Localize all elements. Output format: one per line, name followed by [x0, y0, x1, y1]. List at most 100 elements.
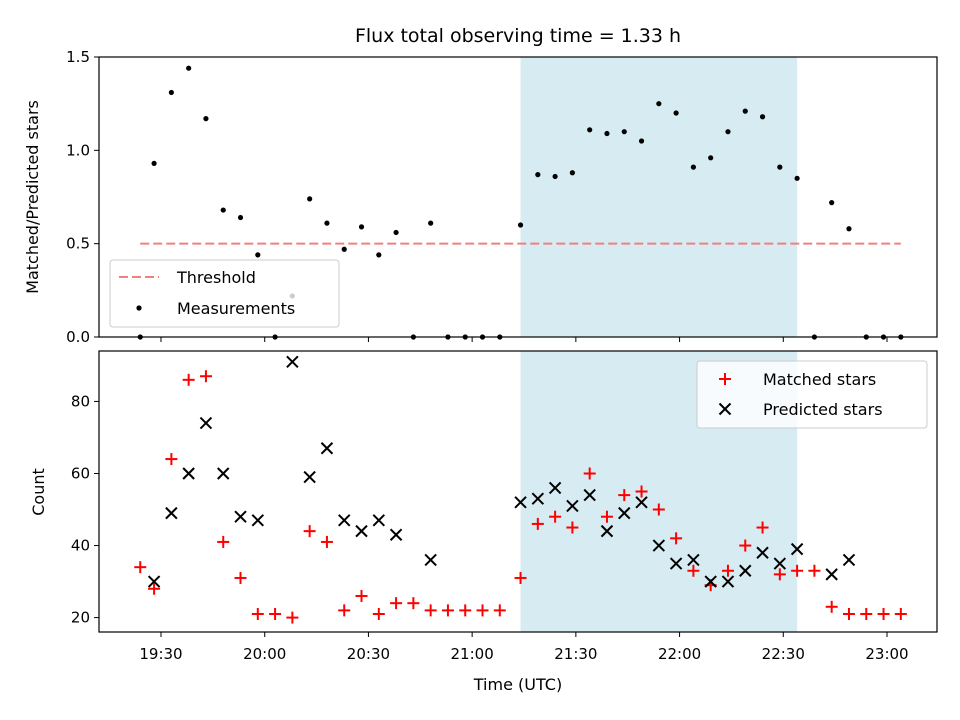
legend-threshold-label: Threshold	[176, 268, 256, 287]
measurement-point	[220, 207, 226, 213]
matched-star-point	[894, 607, 907, 620]
matched-star-point	[286, 611, 299, 624]
predicted-star-point	[251, 514, 265, 527]
measurement-point	[725, 129, 731, 135]
predicted-star-point	[669, 557, 683, 570]
matched-star-point	[618, 489, 631, 502]
predicted-star-point	[286, 355, 299, 369]
matched-star-point	[721, 564, 734, 577]
matched-star-point	[182, 373, 195, 386]
bottom-y-axis: 20 40 60 80	[71, 392, 99, 627]
matched-star-point	[459, 604, 472, 617]
legend-matched-swatch	[719, 373, 731, 385]
bottom-x-tick-label: 22:30	[762, 645, 805, 663]
legend-measurements-swatch	[136, 305, 142, 311]
bottom-y-tick-label: 80	[71, 392, 90, 410]
top-panel: 0.0 0.5 1.0 1.5 Matched/Predicted stars Thr…	[23, 48, 938, 346]
top-plot-frame	[98, 56, 938, 338]
measurement-point	[708, 155, 714, 161]
matched-star-point	[600, 510, 613, 523]
measurement-point	[759, 114, 766, 120]
bottom-legend: Matched stars Predicted stars	[696, 360, 928, 429]
bottom-x-tick-label: 20:30	[347, 645, 390, 663]
matched-star-point	[687, 564, 700, 577]
bottom-x-tick-label: 20:00	[243, 645, 286, 663]
measurement-point	[777, 164, 783, 170]
predicted-star-point	[548, 481, 562, 495]
predicted-star-point	[182, 467, 195, 480]
predicted-star-point	[389, 528, 403, 541]
measurement-point	[324, 220, 330, 226]
top-y-tick-label: 0.5	[66, 235, 90, 253]
measurement-point	[552, 173, 558, 180]
matched-star-point	[652, 503, 665, 516]
bottom-x-tick-label: 21:00	[451, 645, 494, 663]
predicted-star-point	[303, 470, 316, 484]
predicted-star-point	[756, 546, 769, 559]
top-legend: Threshold Measurements	[109, 259, 340, 328]
bottom-panel: 20 40 60 80 19:30 20:00 20:30 21:00 21:30 22:00 2…	[29, 350, 938, 694]
measurement-point	[341, 246, 347, 252]
matched-star-point	[441, 604, 454, 617]
top-observing-window	[520, 57, 798, 337]
matched-stars-series	[134, 370, 907, 624]
matched-star-point	[791, 564, 804, 577]
bottom-x-tick-label: 19:30	[139, 645, 182, 663]
measurement-point	[587, 127, 593, 133]
matched-star-point	[756, 521, 769, 534]
matched-star-point	[877, 607, 890, 620]
matched-star-point	[825, 600, 838, 613]
matched-star-point	[583, 467, 596, 480]
matched-star-point	[739, 539, 752, 552]
matched-star-point	[338, 604, 351, 617]
legend-predicted-label: Predicted stars	[763, 400, 883, 419]
measurement-point	[742, 108, 748, 114]
matched-star-point	[217, 535, 230, 548]
measurement-point	[829, 200, 835, 206]
legend-predicted-swatch	[718, 402, 732, 416]
bottom-y-axis-label: Count	[29, 468, 48, 516]
matched-star-point	[234, 571, 247, 584]
measurement-point	[186, 65, 192, 71]
measurement-point	[517, 222, 524, 228]
matched-star-point	[549, 510, 562, 523]
top-y-tick-label: 0.0	[66, 328, 90, 346]
bottom-y-tick-label: 40	[71, 537, 90, 555]
measurement-point	[151, 160, 157, 166]
measurement-point	[846, 226, 852, 232]
matched-star-point	[165, 453, 178, 466]
matched-star-point	[566, 521, 579, 534]
matched-star-point	[372, 607, 385, 620]
predicted-star-point	[790, 542, 804, 556]
matched-star-point	[320, 535, 333, 548]
predicted-star-point	[773, 557, 787, 570]
predicted-star-point	[372, 514, 386, 527]
matched-star-point	[842, 607, 855, 620]
matched-star-point	[424, 604, 437, 617]
matched-star-point	[493, 604, 506, 617]
top-legend-box	[109, 259, 340, 328]
predicted-star-point	[531, 492, 545, 505]
predicted-star-point	[355, 524, 368, 538]
predicted-star-point	[825, 568, 838, 581]
top-y-tick-label: 1.5	[66, 48, 90, 66]
measurement-point	[393, 229, 399, 236]
predicted-star-point	[199, 416, 213, 430]
matched-star-point	[407, 597, 420, 610]
predicted-star-point	[618, 506, 631, 520]
x-axis-label: Time (UTC)	[473, 675, 562, 694]
bottom-x-tick-label: 22:00	[658, 645, 701, 663]
predicted-star-point	[635, 496, 648, 509]
predicted-star-point	[704, 575, 717, 588]
predicted-star-point	[583, 488, 596, 502]
matched-star-point	[148, 582, 161, 595]
measurement-point	[638, 138, 645, 144]
matched-star-point	[773, 568, 786, 581]
top-y-axis: 0.0 0.5 1.0 1.5	[66, 48, 99, 346]
predicted-star-point	[652, 539, 666, 552]
measurement-point	[428, 220, 434, 226]
matched-star-point	[251, 607, 264, 620]
predicted-star-point	[739, 564, 752, 577]
measurement-point	[203, 116, 209, 122]
